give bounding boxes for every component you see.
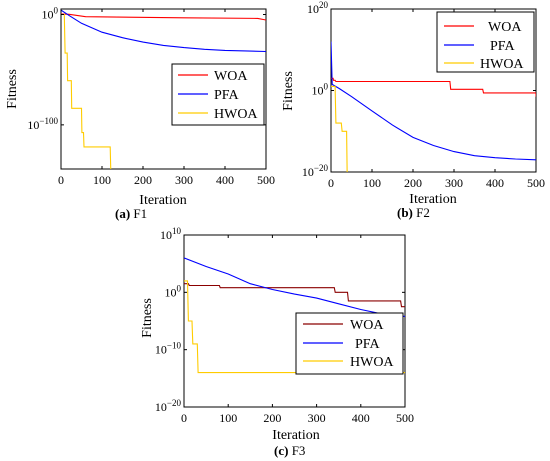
legend-label-woa: WOA [488,20,522,35]
tick-layer: 0 100 200 300 400 500 1020 100 10−20 [302,0,545,190]
legend-box [295,312,404,375]
x-axis-label: Iteration [409,192,456,207]
legend-box [436,11,535,73]
y-tick-label: 100 [42,6,59,22]
x-tick-label: 200 [404,176,422,190]
x-axis-label: Iteration [139,193,186,208]
series-line-pfa [184,257,405,317]
y-tick-label: 10−10 [155,341,182,357]
x-tick-label: 100 [219,411,237,425]
series-line-hwoa [61,13,112,169]
x-tick-label: 0 [181,411,187,425]
legend: WOA PFA HWOA [295,312,404,375]
tick-layer: 0 100 200 300 400 500 100 10−100 [27,6,275,187]
x-tick-label: 300 [445,176,463,190]
x-tick-label: 500 [396,411,414,425]
x-tick-label: 500 [257,173,275,187]
legend-label-hwoa: HWOA [350,355,394,370]
y-tick-label: 100 [165,283,182,299]
series-line-pfa [331,41,536,161]
y-tick-label: 100 [312,82,329,98]
y-axis-label: Fitness [5,69,20,109]
series-layer [61,9,266,169]
x-tick-label: 0 [58,173,64,187]
legend: WOA PFA HWOA [436,11,535,73]
x-tick-label: 200 [263,411,281,425]
legend-label-hwoa: HWOA [214,107,258,122]
legend-label-pfa: PFA [490,39,516,54]
series-line-woa [184,283,405,308]
legend: WOA PFA HWOA [171,63,265,126]
caption: (c) F3 [274,443,305,458]
series-line-hwoa [331,85,348,172]
x-tick-label: 400 [486,176,504,190]
x-tick-label: 300 [308,411,326,425]
x-tick-label: 100 [363,176,381,190]
caption: (b) F2 [397,205,430,220]
chart-panel-f3: 0 100 200 300 400 500 1010 100 10−10 10−20 Iterat… [140,226,414,458]
legend-label-woa: WOA [350,318,384,333]
x-tick-label: 400 [352,411,370,425]
chart-panel-f2: 0 100 200 300 400 500 1020 100 10−20 Iteration F… [281,0,545,220]
y-tick-label: 10−100 [27,116,58,132]
x-tick-label: 200 [134,173,152,187]
legend-label-pfa: PFA [355,337,381,352]
legend-label-hwoa: HWOA [480,57,524,72]
y-tick-label: 1020 [307,0,329,16]
x-tick-label: 100 [93,173,111,187]
y-tick-label: 1010 [160,226,182,242]
series-layer [184,257,405,374]
tick-layer: 0 100 200 300 400 500 1010 100 10−10 10−20 [155,226,414,425]
x-tick-label: 0 [328,176,334,190]
series-line-hwoa [184,280,405,374]
x-axis-label: Iteration [272,428,319,443]
y-axis-label: Fitness [281,71,296,111]
x-tick-label: 400 [216,173,234,187]
legend-label-pfa: PFA [214,88,240,103]
series-line-pfa [61,9,266,53]
y-axis-label: Fitness [140,298,155,338]
y-tick-label: 10−20 [302,163,329,179]
y-tick-label: 10−20 [155,398,182,414]
x-tick-label: 500 [527,176,545,190]
series-line-woa [331,77,536,97]
x-tick-label: 300 [175,173,193,187]
series-layer [331,41,536,172]
chart-panel-f1: 0 100 200 300 400 500 100 10−100 Iteration Fitn… [5,6,275,221]
legend-label-woa: WOA [214,69,248,84]
caption: (a) F1 [115,206,147,221]
